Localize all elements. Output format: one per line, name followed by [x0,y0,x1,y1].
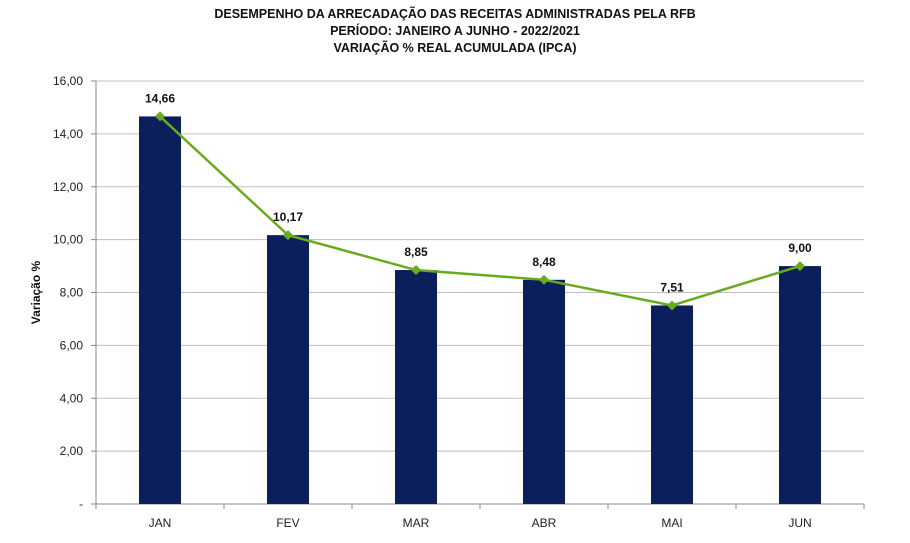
x-tick-label: MAR [403,516,430,530]
line-point [155,111,165,122]
bar [395,270,437,504]
y-axis-label: Variação % [29,260,43,324]
data-label: 8,48 [532,255,556,269]
x-tick-label: MAI [661,516,682,530]
y-tick-label: 2,00 [60,444,84,458]
y-tick-label: 14,00 [53,127,83,141]
chart-title: DESEMPENHO DA ARRECADAÇÃO DAS RECEITAS A… [0,6,910,57]
data-label: 9,00 [788,241,812,255]
x-tick-label: FEV [276,516,299,530]
chart-title-line-1: DESEMPENHO DA ARRECADAÇÃO DAS RECEITAS A… [214,7,696,21]
x-tick-label: ABR [532,516,557,530]
y-tick-label: 12,00 [53,180,83,194]
chart-title-line-3: VARIAÇÃO % REAL ACUMULADA (IPCA) [333,41,577,55]
chart-title-line-2: PERÍODO: JANEIRO A JUNHO - 2022/2021 [330,24,580,38]
bar [779,266,821,504]
series-line [159,115,801,307]
x-tick-label: JAN [149,516,172,530]
y-tick-label: 16,00 [53,74,83,88]
line-point [411,265,421,276]
line-point [795,261,805,272]
y-tick-label: 8,00 [60,286,84,300]
data-label: 14,66 [145,91,175,105]
y-tick-label: - [79,497,83,511]
y-tick-label: 6,00 [60,338,84,352]
x-tick-label: JUN [788,516,811,530]
data-label: 10,17 [273,210,303,224]
bar [651,305,693,504]
line-point [667,300,677,311]
bar [267,235,309,505]
line-point [283,230,293,241]
bar [523,279,565,504]
data-label: 8,85 [404,245,428,259]
y-tick-label: 10,00 [53,233,83,247]
data-label: 7,51 [660,280,684,294]
line-point [539,274,549,285]
bar [139,116,181,505]
y-tick-label: 4,00 [60,391,84,405]
